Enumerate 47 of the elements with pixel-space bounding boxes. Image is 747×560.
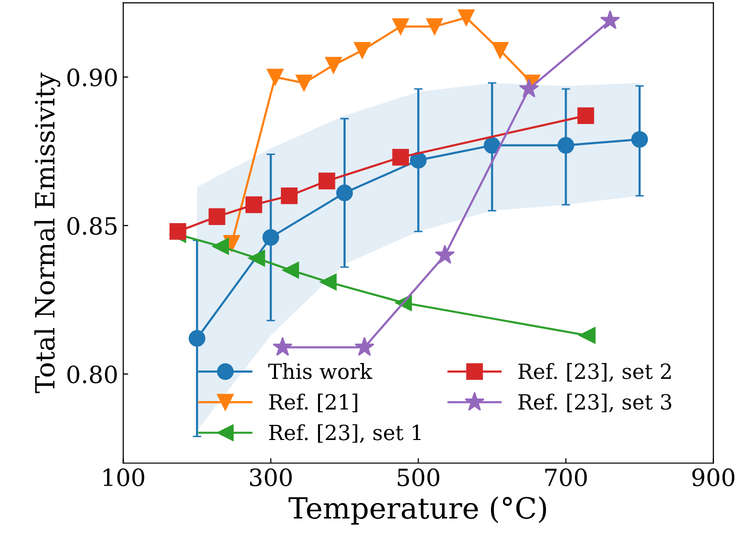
point xyxy=(262,229,280,246)
point xyxy=(318,172,336,190)
legend-label: Ref. [23], set 1 xyxy=(269,424,421,443)
point xyxy=(600,10,620,30)
point xyxy=(392,18,409,35)
point xyxy=(519,78,539,98)
point xyxy=(282,262,300,278)
point xyxy=(266,68,284,86)
x-tick-label: 100 xyxy=(104,468,144,486)
x-tick-label: 500 xyxy=(398,468,440,486)
point xyxy=(410,152,427,169)
point xyxy=(558,137,574,154)
point xyxy=(354,42,371,59)
point xyxy=(208,208,226,225)
point xyxy=(212,238,229,255)
y-tick-label: 0.80 xyxy=(67,365,117,384)
point xyxy=(631,131,648,148)
point xyxy=(245,196,262,214)
point xyxy=(392,148,409,166)
legend-label: This work xyxy=(268,363,372,380)
point xyxy=(354,336,374,356)
point xyxy=(458,9,475,26)
legend-label: Ref. [23], set 2 xyxy=(518,363,671,382)
x-tick-label: 900 xyxy=(692,468,734,486)
point xyxy=(578,327,596,344)
x-tick-label: 700 xyxy=(545,468,587,486)
point xyxy=(577,107,594,124)
legend-label: Ref. [21] xyxy=(269,394,358,412)
point xyxy=(492,42,509,59)
point xyxy=(484,137,500,154)
point xyxy=(426,18,443,35)
point xyxy=(296,74,312,92)
point xyxy=(272,336,293,356)
y-tick-label: 0.90 xyxy=(67,68,117,86)
point xyxy=(170,223,186,240)
x-axis-title: Temperature (°C) xyxy=(288,496,546,525)
point xyxy=(325,56,342,74)
point xyxy=(320,274,337,290)
point xyxy=(248,250,266,267)
point xyxy=(434,244,455,264)
point xyxy=(336,184,353,202)
point xyxy=(188,330,206,347)
x-tick-label: 300 xyxy=(250,468,292,486)
y-tick-label: 0.85 xyxy=(67,216,117,235)
point xyxy=(280,188,298,204)
legend-label: Ref. [23], set 3 xyxy=(518,394,672,412)
y-axis-title: Total Normal Emissivity xyxy=(34,72,60,394)
